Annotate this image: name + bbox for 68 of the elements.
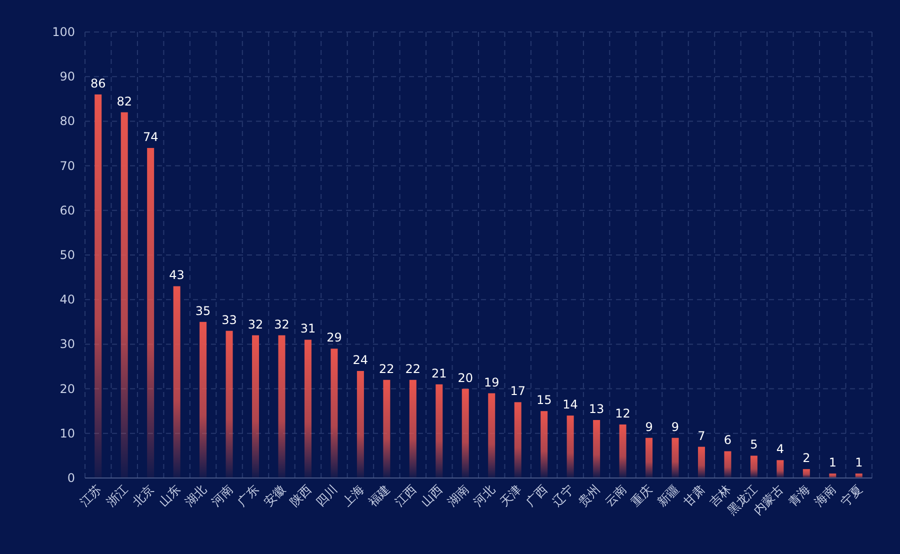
data-label: 6	[724, 433, 732, 448]
data-label: 86	[90, 76, 106, 90]
data-label: 15	[536, 393, 552, 408]
y-tick-label: 100	[52, 25, 75, 39]
data-label: 9	[671, 420, 680, 434]
y-tick-label: 50	[60, 248, 75, 262]
x-tick-label: 青海	[786, 482, 813, 510]
x-tick-label: 海南	[812, 482, 839, 510]
data-label: 22	[379, 362, 394, 376]
data-label: 5	[750, 438, 758, 452]
data-label: 32	[274, 317, 290, 332]
x-tick-label: 广东	[234, 482, 262, 510]
data-label: 20	[458, 370, 474, 385]
data-label: 35	[195, 304, 211, 318]
data-label: 32	[248, 317, 264, 332]
data-label: 19	[484, 375, 500, 390]
y-tick-label: 20	[60, 382, 75, 396]
x-tick-label: 甘肃	[680, 482, 708, 510]
y-tick-label: 0	[67, 471, 75, 485]
y-tick-label: 40	[60, 292, 75, 307]
y-tick-label: 10	[60, 426, 75, 440]
x-tick-label: 四川	[313, 482, 340, 510]
x-tick-label: 安徽	[261, 482, 288, 510]
data-label: 7	[698, 428, 706, 443]
x-tick-label: 上海	[340, 482, 367, 510]
data-label: 31	[300, 322, 316, 336]
x-tick-label: 北京	[130, 482, 157, 510]
data-label: 14	[562, 398, 578, 412]
data-label: 43	[169, 268, 184, 282]
x-tick-label: 河南	[208, 482, 236, 510]
y-tick-label: 90	[60, 70, 75, 84]
x-tick-label: 重庆	[628, 482, 656, 510]
data-label: 4	[776, 442, 784, 456]
x-tick-label: 湖南	[444, 482, 472, 510]
x-tick-label: 陕西	[287, 482, 314, 510]
data-label: 74	[142, 130, 158, 144]
data-label: 33	[222, 312, 237, 327]
x-tick-label: 福建	[366, 482, 393, 510]
x-tick-label: 山东	[156, 482, 183, 510]
data-label: 24	[352, 352, 368, 367]
y-tick-label: 60	[60, 203, 75, 218]
x-tick-label: 江西	[392, 482, 420, 510]
y-tick-label: 70	[60, 158, 75, 173]
data-label: 82	[116, 94, 132, 108]
data-label: 13	[588, 402, 604, 416]
x-tick-label: 河北	[470, 482, 498, 510]
x-tick-label: 浙江	[104, 482, 130, 510]
x-tick-label: 贵州	[576, 482, 603, 510]
x-tick-label: 湖北	[182, 482, 210, 510]
data-label: 17	[510, 384, 526, 398]
x-tick-label: 山西	[418, 482, 446, 510]
x-tick-label: 新疆	[654, 482, 682, 510]
y-tick-label: 30	[60, 337, 75, 352]
x-tick-label: 云南	[602, 482, 629, 510]
data-label: 12	[615, 406, 630, 420]
data-label: 9	[645, 420, 653, 434]
data-label: 2	[802, 451, 810, 466]
data-label: 29	[326, 330, 342, 345]
data-label: 21	[432, 366, 447, 380]
x-tick-label: 辽宁	[550, 482, 576, 510]
x-tick-label: 江苏	[77, 482, 104, 510]
data-label: 1	[828, 456, 836, 470]
x-tick-label: 天津	[497, 482, 524, 510]
x-tick-label: 广西	[523, 482, 550, 510]
data-label: 22	[405, 362, 421, 376]
x-tick-label: 宁夏	[838, 482, 866, 510]
data-label: 1	[855, 456, 863, 470]
y-tick-label: 80	[60, 114, 75, 128]
